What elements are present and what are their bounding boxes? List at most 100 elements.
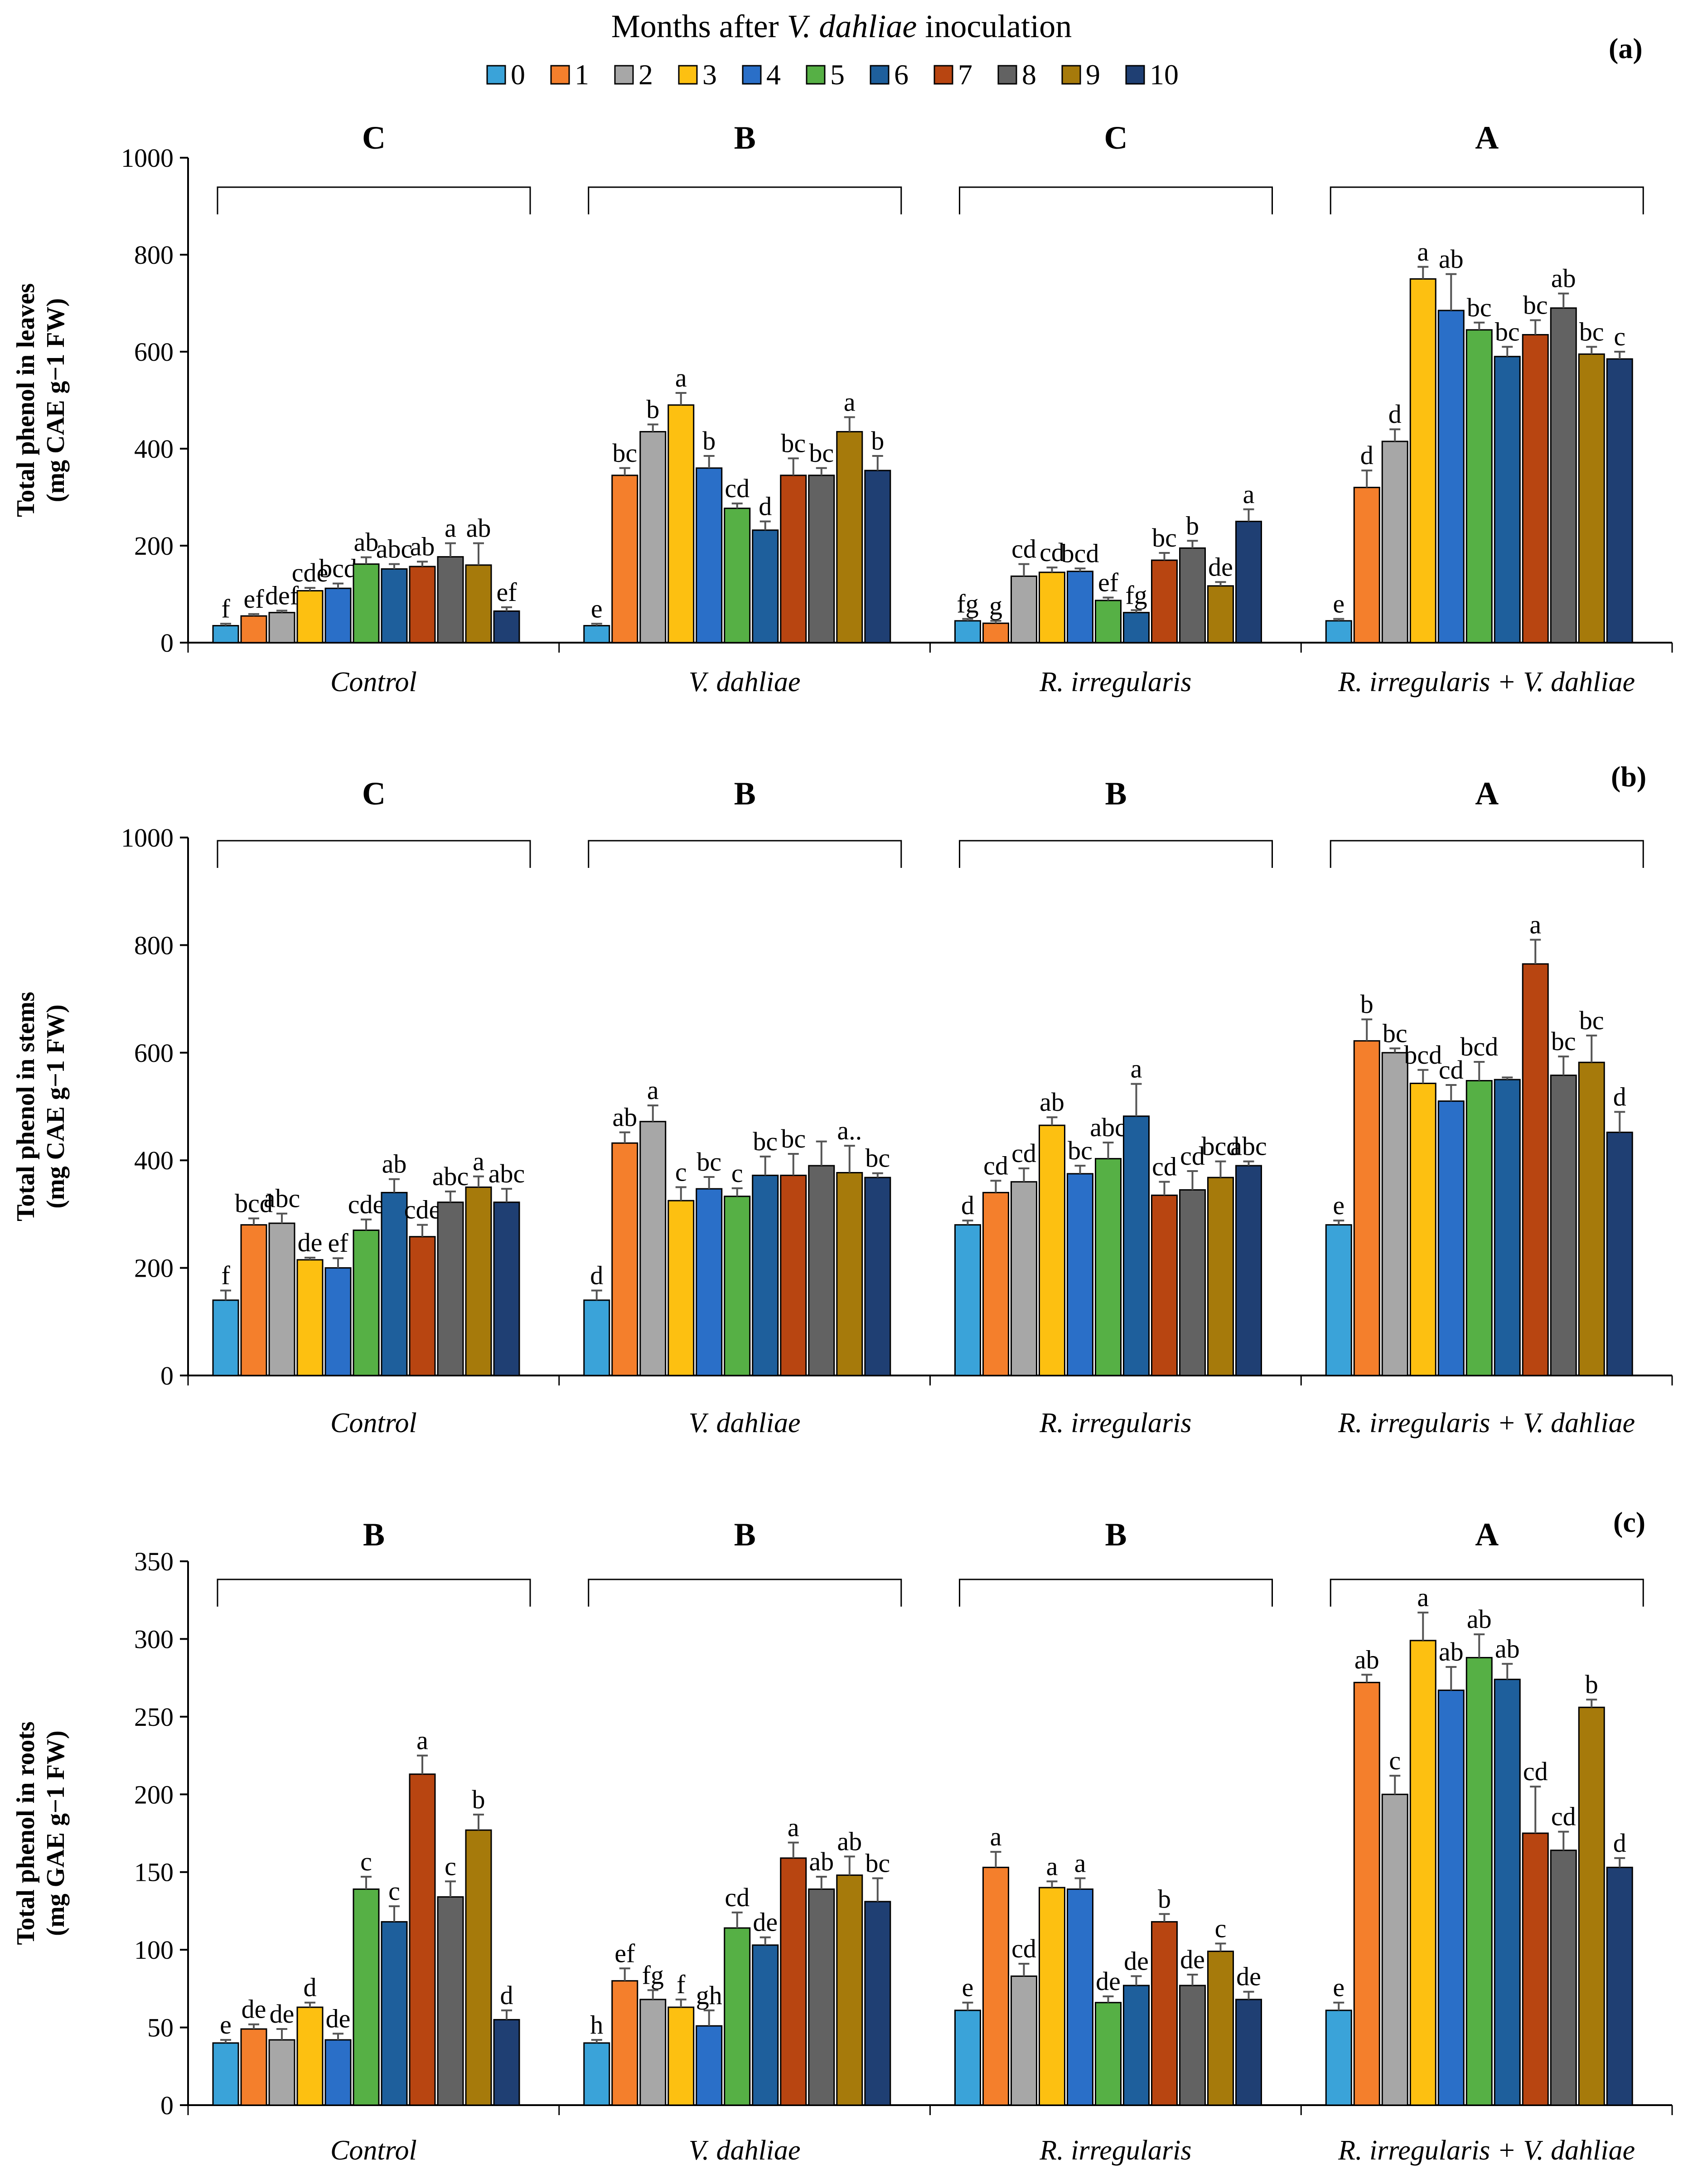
y-tick-label: 200 <box>134 1780 174 1809</box>
error-bar <box>990 1851 1001 1868</box>
bar-significance-letter: e <box>220 2010 232 2039</box>
y-tick-label: 600 <box>134 337 174 367</box>
group-bracket <box>959 1579 1273 1607</box>
legend-swatch-4 <box>742 65 762 85</box>
error-bar <box>647 1989 658 2000</box>
bar-0 <box>954 620 981 644</box>
error-bar <box>389 1905 400 1922</box>
bar-significance-letter: fg <box>642 1960 664 1990</box>
bar-significance-letter: bc <box>753 1127 778 1156</box>
bar-1 <box>611 1980 638 2106</box>
bar-8 <box>1179 1985 1206 2106</box>
bar-9 <box>465 1829 492 2106</box>
bar-1 <box>982 1866 1009 2106</box>
legend-title: Months after V. dahliae inoculation <box>611 8 1072 44</box>
error-bar <box>703 1176 715 1189</box>
bar-5 <box>1465 1657 1493 2106</box>
bar-significance-letter: cd <box>1523 1757 1548 1786</box>
bar-significance-letter: fg <box>1125 580 1147 610</box>
bar-significance-letter: d <box>1360 441 1373 470</box>
bar-0 <box>1325 1224 1352 1376</box>
bar-6 <box>381 1191 408 1376</box>
x-category-label: V. dahliae <box>689 1408 801 1438</box>
bar-10 <box>864 470 891 644</box>
legend-swatch-5 <box>806 65 826 85</box>
bar-significance-letter: a <box>1417 1583 1429 1612</box>
bar-5 <box>724 508 751 644</box>
bar-10 <box>1235 1999 1262 2106</box>
bar-2 <box>268 2039 295 2106</box>
error-bar <box>675 1998 687 2007</box>
error-bar <box>1018 563 1030 576</box>
bar-significance-letter: bcd <box>1202 1132 1240 1161</box>
y-tick-label: 800 <box>134 930 174 960</box>
error-bar <box>1159 1913 1170 1922</box>
error-bar <box>788 457 799 475</box>
bar-0 <box>583 2042 610 2106</box>
bar-significance-letter: bc <box>865 1848 890 1878</box>
bar-10 <box>1606 358 1633 644</box>
y-tick-label: 1000 <box>121 143 174 173</box>
error-bar <box>389 1178 400 1193</box>
bar-10 <box>493 1201 520 1376</box>
panel-c-roots: (c) Total phenol in roots(mg GAE g−1 FW) 0… <box>12 1506 1673 2166</box>
bar-3 <box>296 590 324 644</box>
error-bar <box>276 2028 287 2040</box>
legend-label-1: 1 <box>575 58 589 91</box>
x-category-label: R. irregularis <box>1039 1408 1191 1438</box>
error-bar <box>361 1218 372 1230</box>
bar-0 <box>954 2010 981 2106</box>
bar-significance-letter: ab <box>809 1847 834 1876</box>
bar-8 <box>437 1201 464 1376</box>
bar-7 <box>1151 559 1178 644</box>
bar-significance-letter: ef <box>496 577 517 607</box>
error-bar <box>759 520 771 530</box>
bar-4 <box>1437 1100 1465 1376</box>
error-bar <box>276 610 287 613</box>
bar-significance-letter: bc <box>809 438 834 468</box>
bar-significance-letter: a <box>416 1726 428 1755</box>
error-bar <box>1333 618 1344 621</box>
group-significance-letter: C <box>362 120 386 156</box>
bar-6 <box>1123 612 1150 644</box>
bar-significance-letter: a <box>1046 1851 1058 1881</box>
error-bar <box>1046 1116 1058 1126</box>
legend-swatch-2 <box>614 65 634 85</box>
bar-2 <box>1011 575 1037 644</box>
bar-9 <box>1578 1061 1605 1376</box>
bar-significance-letter: b <box>1360 989 1373 1019</box>
bar-9 <box>1207 1951 1234 2106</box>
bar-4 <box>324 2039 352 2106</box>
y-tick-label: 800 <box>134 240 174 270</box>
bar-significance-letter: ef <box>328 1228 348 1258</box>
bar-9 <box>836 431 863 644</box>
bar-significance-letter: d <box>590 1260 603 1290</box>
x-category-label: Control <box>330 1408 417 1438</box>
error-bar <box>276 1212 287 1224</box>
bar-significance-letter: bc <box>1152 523 1177 552</box>
bar-8 <box>808 475 835 644</box>
bar-1 <box>611 1142 638 1376</box>
bar-significance-letter: a.. <box>837 1116 862 1145</box>
bar-0 <box>212 2042 239 2106</box>
y-axis-title: Total phenol in leaves(mg CAE g−1 FW) <box>12 283 70 517</box>
bar-7 <box>1151 1921 1178 2106</box>
bar-significance-letter: c <box>388 1876 400 1906</box>
error-bar <box>417 1754 428 1774</box>
bar-significance-letter: ef <box>614 1938 635 1968</box>
x-category-label: V. dahliae <box>689 2135 801 2166</box>
error-bar <box>1159 552 1170 561</box>
bar-significance-letter: a <box>990 1822 1002 1851</box>
error-bar <box>703 2009 715 2026</box>
group-bracket <box>959 840 1273 868</box>
error-bar <box>1215 1160 1226 1178</box>
bar-2 <box>639 1999 667 2106</box>
bar-significance-letter: de <box>1124 1946 1149 1976</box>
error-bar <box>1474 1633 1485 1658</box>
error-bar <box>1417 1612 1429 1641</box>
bar-5 <box>1095 600 1122 644</box>
error-bar <box>501 1188 512 1202</box>
error-bar <box>1018 1167 1030 1182</box>
error-bar <box>501 2009 512 2020</box>
